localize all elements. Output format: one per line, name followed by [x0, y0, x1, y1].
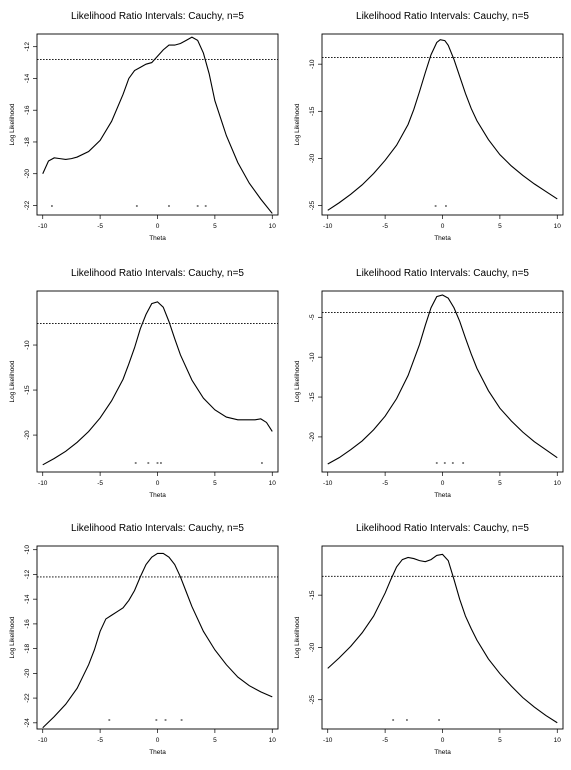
x-tick-label: 10: [554, 223, 562, 230]
x-tick-label: -10: [323, 737, 333, 744]
y-tick-label: -16: [24, 105, 31, 115]
x-tick-label: -10: [38, 480, 48, 487]
x-tick-label: -5: [382, 480, 388, 487]
x-tick-label: -10: [38, 223, 48, 230]
plot-frame: [36, 33, 279, 216]
y-axis-label: Log Likelihood: [9, 360, 16, 402]
y-tick-label: -15: [309, 106, 316, 116]
x-axis-label: Theta: [434, 749, 451, 756]
x-tick-label: -10: [323, 223, 333, 230]
chart-panel-3: Likelihood Ratio Intervals: Cauchy, n=5 -…: [9, 268, 279, 499]
y-tick-label: -25: [309, 695, 316, 705]
y-tick-label: -20: [24, 169, 31, 179]
y-tick-label: -10: [24, 545, 31, 555]
likelihood-curve: [42, 36, 273, 214]
x-tick-label: 10: [269, 480, 277, 487]
y-axis-label: Log Likelihood: [294, 616, 301, 658]
y-tick-label: -14: [24, 594, 31, 604]
likelihood-curve: [42, 301, 273, 466]
y-tick-label: -10: [309, 352, 316, 362]
x-tick-label: -5: [382, 223, 388, 230]
y-tick-label: -10: [24, 340, 31, 350]
likelihood-curve: [327, 553, 558, 724]
y-axis-label: Log Likelihood: [294, 103, 301, 145]
y-axis-label: Log Likelihood: [9, 616, 16, 658]
x-tick-label: 5: [498, 480, 502, 487]
y-tick-label: -18: [24, 137, 31, 147]
x-tick-label: 0: [441, 223, 445, 230]
x-tick-label: 0: [441, 480, 445, 487]
x-tick-label: -5: [97, 480, 103, 487]
y-tick-label: -14: [24, 73, 31, 83]
y-tick-label: -5: [309, 314, 316, 320]
x-axis-label: Theta: [149, 492, 166, 499]
y-tick-label: -22: [24, 200, 31, 210]
chart-title: Likelihood Ratio Intervals: Cauchy, n=5: [356, 523, 529, 534]
x-tick-label: 0: [156, 737, 160, 744]
x-tick-label: 5: [213, 223, 217, 230]
y-tick-label: -20: [309, 642, 316, 652]
x-axis-label: Theta: [149, 749, 166, 756]
chart-title: Likelihood Ratio Intervals: Cauchy, n=5: [71, 268, 244, 279]
x-tick-label: 10: [554, 480, 562, 487]
x-axis-label: Theta: [434, 492, 451, 499]
chart-panel-1: Likelihood Ratio Intervals: Cauchy, n=5 -…: [9, 11, 279, 242]
x-tick-label: 0: [441, 737, 445, 744]
y-tick-label: -18: [24, 644, 31, 654]
likelihood-curve: [327, 39, 558, 211]
x-tick-label: 5: [498, 223, 502, 230]
x-tick-label: -5: [97, 737, 103, 744]
x-tick-label: 0: [156, 480, 160, 487]
y-tick-label: -22: [24, 693, 31, 703]
y-tick-label: -24: [24, 718, 31, 728]
y-tick-label: -20: [309, 153, 316, 163]
y-tick-label: -12: [24, 569, 31, 579]
x-tick-label: 10: [269, 223, 277, 230]
chart-title: Likelihood Ratio Intervals: Cauchy, n=5: [71, 523, 244, 534]
x-axis-label: Theta: [149, 235, 166, 242]
x-tick-label: 10: [554, 737, 562, 744]
chart-panel-5: Likelihood Ratio Intervals: Cauchy, n=5 -…: [9, 523, 279, 756]
y-tick-label: -20: [24, 668, 31, 678]
x-tick-label: -10: [323, 480, 333, 487]
x-axis-label: Theta: [434, 235, 451, 242]
y-axis-label: Log Likelihood: [294, 360, 301, 402]
y-tick-label: -16: [24, 619, 31, 629]
x-tick-label: 5: [213, 737, 217, 744]
x-tick-label: -5: [97, 223, 103, 230]
chart-panel-6: Likelihood Ratio Intervals: Cauchy, n=5 -…: [294, 523, 564, 756]
chart-panel-2: Likelihood Ratio Intervals: Cauchy, n=5 -…: [294, 11, 564, 242]
plot-frame: [321, 290, 564, 473]
y-tick-label: -10: [309, 59, 316, 69]
x-tick-label: 5: [213, 480, 217, 487]
x-tick-label: 10: [269, 737, 277, 744]
plot-frame: [36, 545, 279, 730]
x-tick-label: 5: [498, 737, 502, 744]
y-tick-label: -20: [24, 430, 31, 440]
chart-title: Likelihood Ratio Intervals: Cauchy, n=5: [71, 11, 244, 22]
y-tick-label: -25: [309, 200, 316, 210]
y-tick-label: -20: [309, 432, 316, 442]
likelihood-curve: [327, 294, 558, 465]
y-tick-label: -15: [309, 590, 316, 600]
likelihood-curve: [42, 552, 273, 729]
chart-title: Likelihood Ratio Intervals: Cauchy, n=5: [356, 11, 529, 22]
x-tick-label: -10: [38, 737, 48, 744]
chart-title: Likelihood Ratio Intervals: Cauchy, n=5: [356, 268, 529, 279]
chart-panel-4: Likelihood Ratio Intervals: Cauchy, n=5 -…: [294, 268, 564, 499]
x-tick-label: -5: [382, 737, 388, 744]
y-tick-label: -15: [309, 392, 316, 402]
x-tick-label: 0: [156, 223, 160, 230]
y-tick-label: -12: [24, 42, 31, 52]
y-tick-label: -15: [24, 385, 31, 395]
y-axis-label: Log Likelihood: [9, 103, 16, 145]
